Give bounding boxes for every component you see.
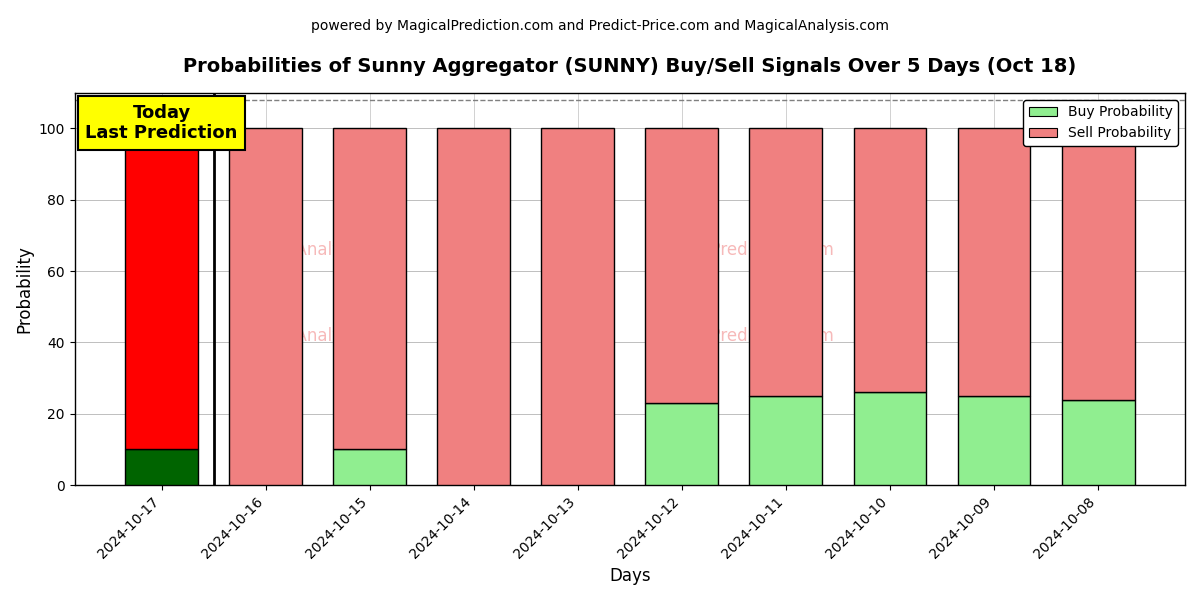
Bar <box>125 128 198 449</box>
Bar <box>541 128 614 485</box>
Legend: Buy Probability, Sell Probability: Buy Probability, Sell Probability <box>1024 100 1178 146</box>
Bar <box>750 128 822 396</box>
Bar <box>750 396 822 485</box>
Text: powered by MagicalPrediction.com and Predict-Price.com and MagicalAnalysis.com: powered by MagicalPrediction.com and Pre… <box>311 19 889 33</box>
Bar <box>958 396 1031 485</box>
X-axis label: Days: Days <box>610 567 650 585</box>
Bar <box>334 449 406 485</box>
Bar <box>646 128 719 403</box>
Bar <box>1062 128 1134 400</box>
Text: Today
Last Prediction: Today Last Prediction <box>85 104 238 142</box>
Title: Probabilities of Sunny Aggregator (SUNNY) Buy/Sell Signals Over 5 Days (Oct 18): Probabilities of Sunny Aggregator (SUNNY… <box>184 57 1076 76</box>
Bar <box>1062 400 1134 485</box>
Bar <box>334 128 406 449</box>
Bar <box>853 128 926 392</box>
Bar <box>853 392 926 485</box>
Text: MagicalPrediction.com: MagicalPrediction.com <box>648 241 834 259</box>
Text: MagicalAnalysis.com: MagicalAnalysis.com <box>233 241 406 259</box>
Bar <box>125 449 198 485</box>
Bar <box>229 128 302 485</box>
Bar <box>437 128 510 485</box>
Y-axis label: Probability: Probability <box>16 245 34 333</box>
Text: MagicalPrediction.com: MagicalPrediction.com <box>648 327 834 345</box>
Bar <box>958 128 1031 396</box>
Text: MagicalAnalysis.com: MagicalAnalysis.com <box>233 327 406 345</box>
Bar <box>646 403 719 485</box>
